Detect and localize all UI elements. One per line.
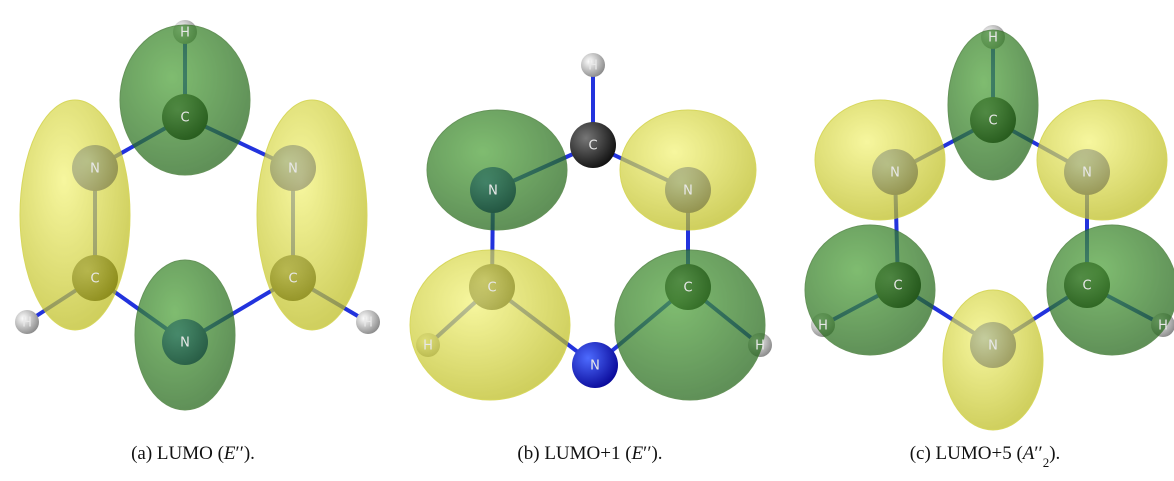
orbital-panel: H C N N C C H H N (a) LUMO (E′′). <box>15 20 380 464</box>
orbital-lobe <box>815 100 945 220</box>
atom-label: N <box>988 339 998 354</box>
orbital-lobe <box>20 100 130 330</box>
caption: (b) LUMO+1 (E′′). <box>517 443 662 464</box>
orbital-lobe <box>1037 100 1167 220</box>
caption-part: A <box>1021 443 1035 464</box>
atom-label: H <box>423 339 433 354</box>
atom-label: N <box>288 162 298 177</box>
orbital-lobe <box>943 290 1043 430</box>
atom-label: C <box>288 272 297 287</box>
atom-label: C <box>893 279 902 294</box>
caption-part: E <box>631 443 644 464</box>
caption-part: (a) LUMO ( <box>131 443 224 464</box>
atom-label: H <box>818 319 828 334</box>
atom-label: N <box>890 166 900 181</box>
orbital-lobe <box>427 110 567 230</box>
atom-label: C <box>90 272 99 287</box>
caption: (a) LUMO (E′′). <box>131 443 255 464</box>
orbital-lobe <box>620 110 756 230</box>
atom-label: C <box>988 114 997 129</box>
caption-part: (b) LUMO+1 ( <box>517 443 631 464</box>
atom-label: H <box>588 59 598 74</box>
atom-label: C <box>588 139 597 154</box>
atom-label: N <box>180 336 190 351</box>
caption-part: (c) LUMO+5 ( <box>910 443 1023 464</box>
atom-label: H <box>363 316 373 331</box>
caption-part: ′′ <box>643 443 651 464</box>
figure: HCNNCCHHN(a) LUMO (E′′).HCNNCCHHN(b) LUM… <box>0 0 1174 481</box>
atom-label: N <box>590 359 600 374</box>
orbital-panel: H C N N C C H H N (c) LUMO+5 (A′′2). <box>805 25 1174 470</box>
orbital-panel: H C N N C C H H N (b) LUMO+1 (E′′). <box>410 53 772 464</box>
caption: (c) LUMO+5 (A′′2). <box>910 443 1061 470</box>
atom-label: N <box>488 184 498 199</box>
caption-part: ). <box>651 443 662 464</box>
atom-label: H <box>22 316 32 331</box>
orbital-lobe <box>1047 225 1174 355</box>
caption-part: ′′ <box>236 443 244 464</box>
atom-label: C <box>487 281 496 296</box>
orbital-lobe <box>948 30 1038 180</box>
orbital-lobe <box>120 25 250 175</box>
caption-part: E <box>223 443 236 464</box>
atom-label: H <box>755 339 765 354</box>
atom-label: N <box>90 162 100 177</box>
orbital-lobe <box>805 225 935 355</box>
atom-label: C <box>1082 279 1091 294</box>
caption-part: ). <box>1049 443 1060 464</box>
atom-label: H <box>180 26 190 41</box>
orbital-lobe <box>615 250 765 400</box>
caption-part: ′′ <box>1034 443 1042 464</box>
atom-label: C <box>683 281 692 296</box>
atom-label: H <box>988 31 998 46</box>
orbital-lobe <box>410 250 570 400</box>
atom-label: N <box>683 184 693 199</box>
orbital-lobe <box>257 100 367 330</box>
caption-part: ). <box>244 443 255 464</box>
atom-label: C <box>180 111 189 126</box>
atom-label: N <box>1082 166 1092 181</box>
atom-label: H <box>1158 319 1168 334</box>
